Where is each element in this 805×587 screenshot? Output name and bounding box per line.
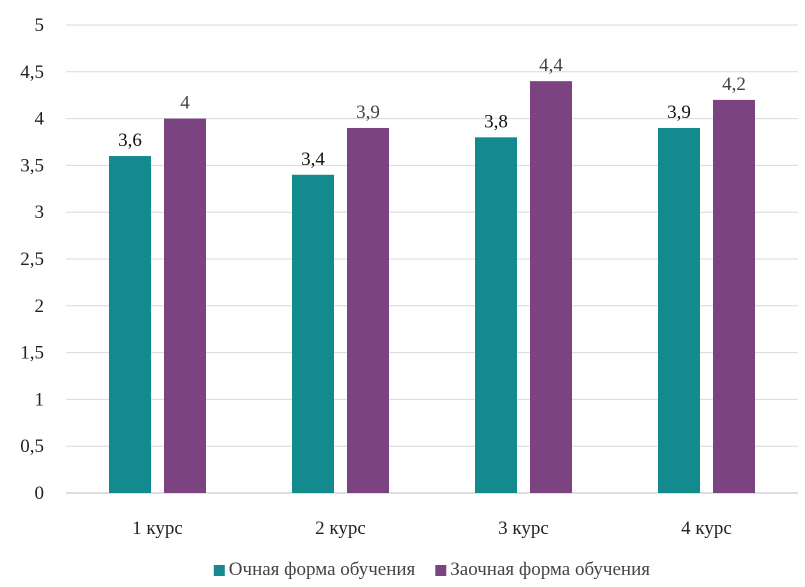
- x-category-label: 4 курс: [681, 518, 732, 539]
- legend-swatch: [435, 565, 447, 576]
- data-label: 4,4: [539, 55, 563, 76]
- data-label: 4,2: [722, 74, 746, 95]
- data-label: 4: [180, 93, 190, 114]
- y-tick-label: 3,5: [20, 155, 44, 176]
- x-category-label: 1 курс: [132, 518, 183, 539]
- legend-label: Очная форма обучения: [229, 559, 416, 580]
- legend-swatch: [213, 565, 225, 576]
- y-tick-label: 4: [35, 109, 45, 130]
- bar-full-time-2: [292, 174, 334, 493]
- x-category-label: 3 курс: [498, 518, 549, 539]
- y-tick-label: 1,5: [20, 343, 44, 364]
- legend-label: Заочная форма обучения: [450, 559, 650, 580]
- data-label: 3,9: [667, 102, 691, 123]
- y-tick-label: 4,5: [20, 62, 44, 83]
- y-tick-label: 5: [35, 15, 45, 36]
- bar-part-time-2: [347, 127, 389, 494]
- x-axis-category-labels: 1 курс 2 курс 3 курс 4 курс: [132, 518, 732, 539]
- data-labels: 3,6 4 3,4 3,9 3,8 4,4 3,9 4,2: [118, 55, 746, 170]
- legend: Очная форма обучения Заочная форма обучен…: [213, 559, 650, 580]
- bar-part-time-3: [530, 81, 572, 493]
- data-label: 3,4: [301, 149, 325, 170]
- bars: [109, 81, 755, 494]
- data-label: 3,8: [484, 111, 508, 132]
- y-tick-label: 2,5: [20, 249, 44, 270]
- bar-full-time-1: [109, 156, 151, 494]
- data-label: 3,9: [356, 102, 380, 123]
- bar-part-time-4: [713, 99, 755, 493]
- y-tick-label: 3: [35, 202, 45, 223]
- bar-full-time-3: [475, 137, 517, 493]
- x-category-label: 2 курс: [315, 518, 366, 539]
- y-tick-label: 0,5: [20, 436, 44, 457]
- y-tick-label: 2: [35, 296, 45, 317]
- y-tick-label: 0: [35, 483, 45, 504]
- legend-item: Очная форма обучения: [213, 559, 416, 580]
- data-label: 3,6: [118, 130, 142, 151]
- y-tick-label: 1: [35, 389, 45, 410]
- bar-full-time-4: [658, 127, 700, 494]
- legend-item: Заочная форма обучения: [435, 559, 650, 580]
- y-axis-tick-labels: 0 0,5 1 1,5 2 2,5 3 3,5 4 4,5 5: [20, 15, 44, 504]
- bar-part-time-1: [164, 118, 206, 493]
